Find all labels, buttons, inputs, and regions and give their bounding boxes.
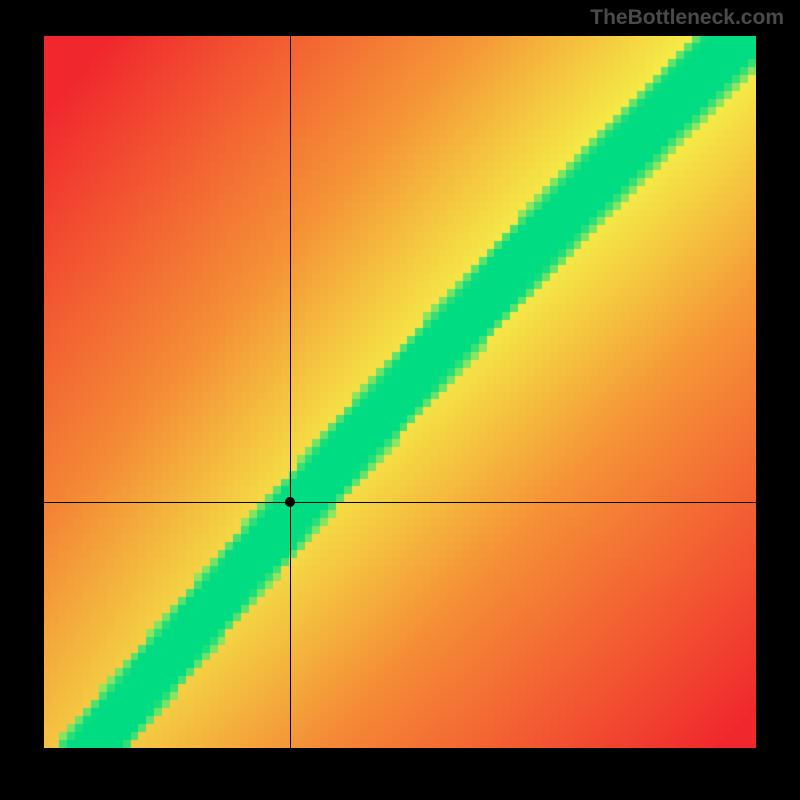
heatmap-canvas bbox=[44, 36, 756, 748]
crosshair-horizontal bbox=[44, 502, 756, 503]
watermark-text: TheBottleneck.com bbox=[590, 6, 784, 30]
chart-container: TheBottleneck.com bbox=[0, 0, 800, 800]
crosshair-vertical bbox=[290, 36, 291, 748]
marker-dot bbox=[285, 497, 295, 507]
heatmap-plot bbox=[44, 36, 756, 748]
